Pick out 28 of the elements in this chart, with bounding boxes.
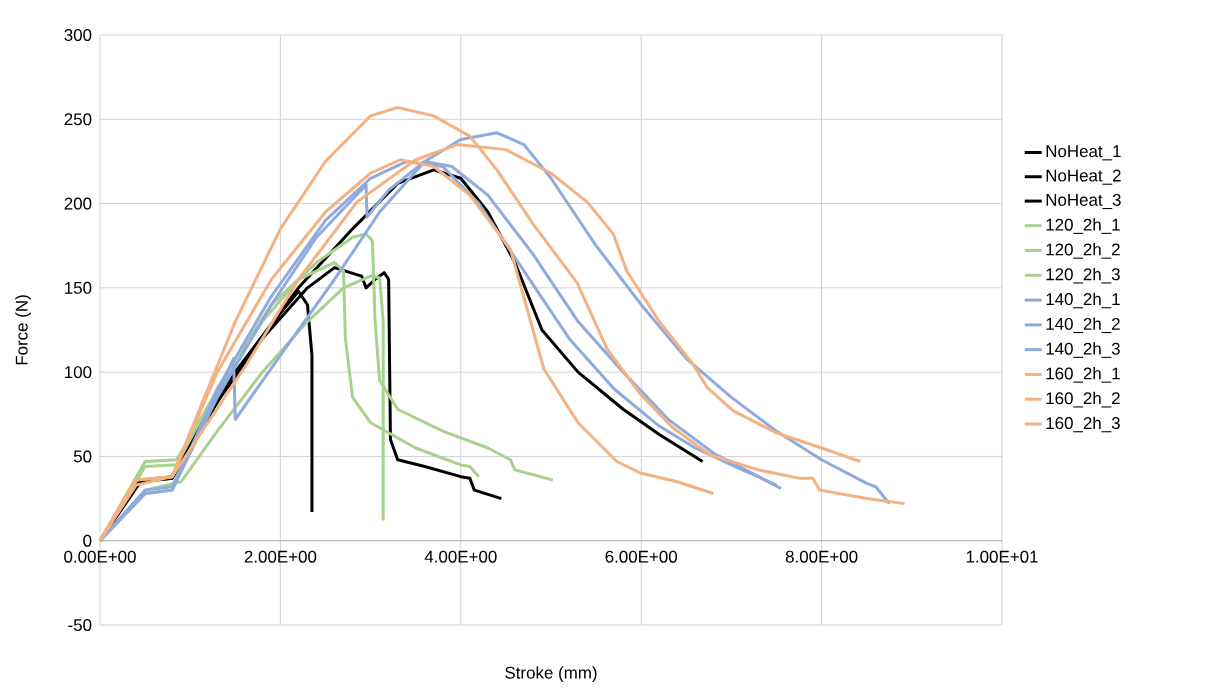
- legend-label: 120_2h_1: [1046, 218, 1120, 234]
- legend-label: NoHeat_1: [1046, 145, 1121, 161]
- x-tick-label: 1.00E+01: [966, 550, 1038, 563]
- legend-label: 140_2h_3: [1046, 342, 1120, 358]
- y-tick-label: 250: [64, 113, 92, 126]
- y-tick-label: 300: [64, 29, 92, 41]
- y-tick-label: 200: [64, 197, 92, 210]
- x-tick-label: 6.00E+00: [605, 550, 678, 563]
- legend-label: 160_2h_3: [1046, 416, 1120, 433]
- legend-label: 160_2h_1: [1046, 367, 1120, 383]
- x-tick-label: 4.00E+00: [424, 550, 497, 563]
- legend-label: 140_2h_2: [1046, 317, 1120, 334]
- x-tick-label: 2.00E+00: [244, 550, 317, 563]
- y-tick-label: -50: [68, 619, 92, 631]
- y-tick-label: 50: [73, 450, 92, 463]
- legend-label: 140_2h_1: [1046, 292, 1120, 309]
- x-axis-title: Stroke (mm): [505, 666, 597, 683]
- y-axis-title: Force (N): [15, 295, 31, 365]
- x-tick-label: 0.00E+00: [64, 550, 136, 563]
- y-tick-label: 100: [65, 366, 92, 379]
- y-tick-label: 150: [65, 281, 92, 294]
- x-tick-label: 8.00E+00: [785, 550, 858, 563]
- legend-label: 160_2h_2: [1046, 391, 1120, 408]
- legend-label: 120_2h_3: [1046, 267, 1120, 284]
- y-tick-label: 0: [83, 534, 92, 547]
- legend-label: 120_2h_2: [1046, 243, 1120, 259]
- legend-label: NoHeat_2: [1046, 169, 1121, 185]
- legend-label: NoHeat_3: [1046, 193, 1121, 210]
